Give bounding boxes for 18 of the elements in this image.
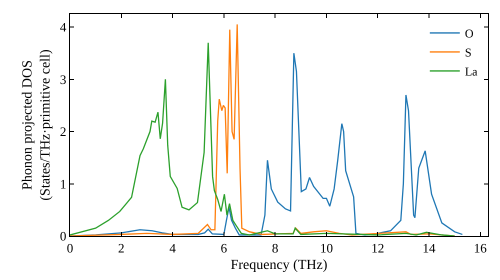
legend-label: O <box>464 26 474 41</box>
y-axis-title: Phonon projected DOS (States/THz·primitive cell) <box>20 49 54 201</box>
x-tick-label: 14 <box>422 240 436 256</box>
x-tick-label: 4 <box>169 240 176 256</box>
y-tick-label: 1 <box>60 176 66 192</box>
y-tick-label: 2 <box>60 124 66 140</box>
x-axis-title: Frequency (THz) <box>230 258 328 273</box>
legend-label: La <box>464 64 478 79</box>
y-tick-label: 3 <box>60 72 66 87</box>
x-tick-label: 8 <box>272 240 278 256</box>
x-tick-label: 2 <box>118 240 125 256</box>
legend-label: S <box>464 46 472 60</box>
x-tick-label: 12 <box>371 240 384 256</box>
x-tick-label: 16 <box>474 240 488 256</box>
x-tick-label: 6 <box>220 240 228 256</box>
x-tick-label: 10 <box>320 240 333 256</box>
y-tick-label: 0 <box>60 228 66 244</box>
y-tick-label: 4 <box>60 20 67 35</box>
